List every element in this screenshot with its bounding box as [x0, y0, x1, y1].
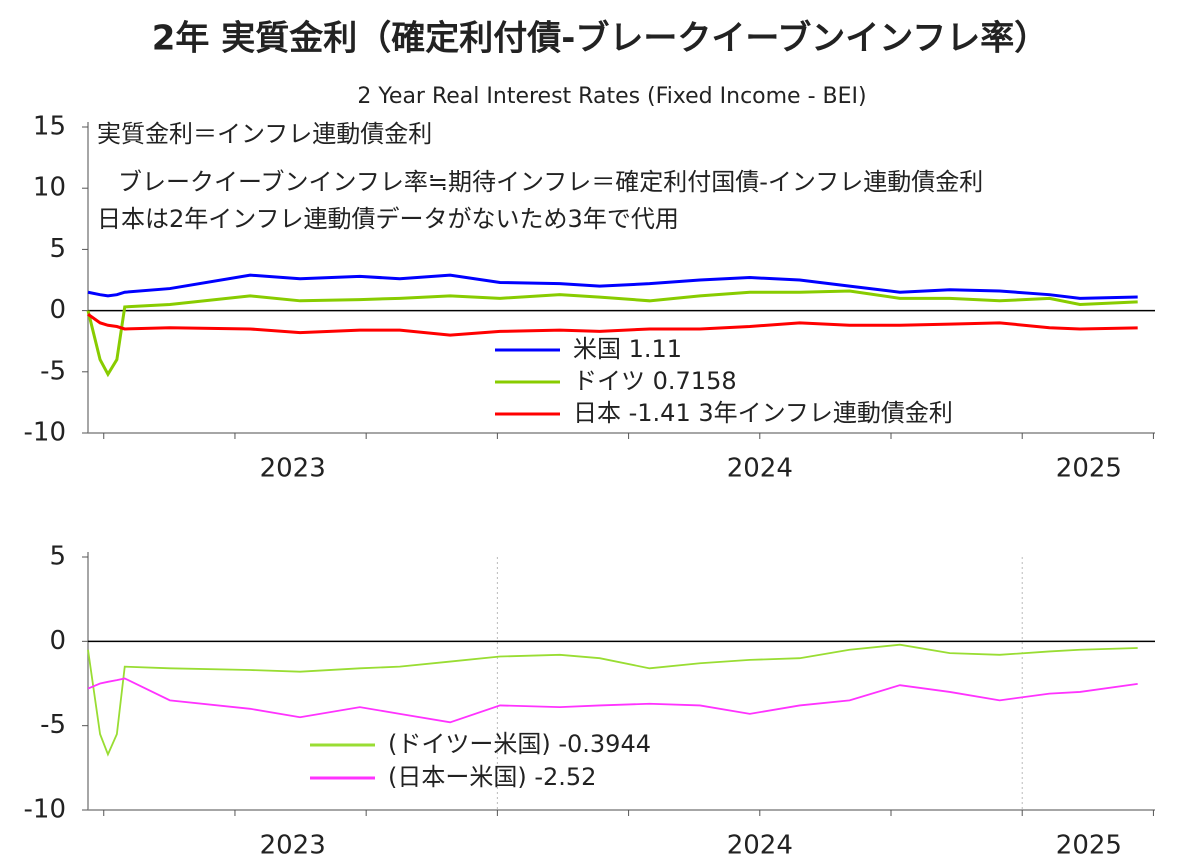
x-tick-label: 2024 [727, 831, 793, 861]
y-tick-label: -5 [40, 356, 66, 386]
y-tick-label: -10 [24, 418, 66, 448]
legend-label: 米国 1.11 [573, 335, 682, 363]
series-line [86, 289, 1138, 378]
annotation: 実質金利＝インフレ連動債金利 [97, 120, 432, 148]
series-line [87, 677, 1138, 724]
legend-label: (ドイツー米国) -0.3944 [388, 730, 651, 758]
x-tick-label: 2025 [1056, 831, 1122, 861]
x-tick-label: 2023 [260, 454, 326, 484]
x-tick-label: 2024 [727, 454, 793, 484]
series-line [87, 643, 1138, 757]
x-tick-label: 2025 [1056, 454, 1122, 484]
legend-label: ドイツ 0.7158 [573, 367, 737, 395]
legend-label: 日本 -1.41 3年インフレ連動債金利 [573, 399, 953, 427]
series-line [87, 273, 1138, 300]
x-tick-label: 2023 [260, 831, 326, 861]
annotation: ブレークイーブンインフレ率≒期待インフレ＝確定利付国債-インフレ連動債金利 [118, 168, 983, 196]
y-tick-label: 5 [49, 542, 66, 572]
y-tick-label: 0 [49, 295, 66, 325]
y-tick-label: -5 [40, 710, 66, 740]
y-tick-label: 15 [33, 112, 66, 142]
chart-subtitle: 2 Year Real Interest Rates (Fixed Income… [357, 84, 866, 109]
annotation: 日本は2年インフレ連動債データがないため3年で代用 [97, 205, 679, 233]
y-tick-label: 10 [33, 173, 66, 203]
y-tick-label: 0 [49, 626, 66, 656]
chart-title: 2年 実質金利（確定利付債-ブレークイーブンインフレ率） [152, 19, 1049, 59]
y-tick-label: -10 [24, 795, 66, 825]
legend-label: (日本ー米国) -2.52 [388, 763, 596, 791]
series-line [87, 313, 1138, 337]
y-tick-label: 5 [49, 234, 66, 264]
